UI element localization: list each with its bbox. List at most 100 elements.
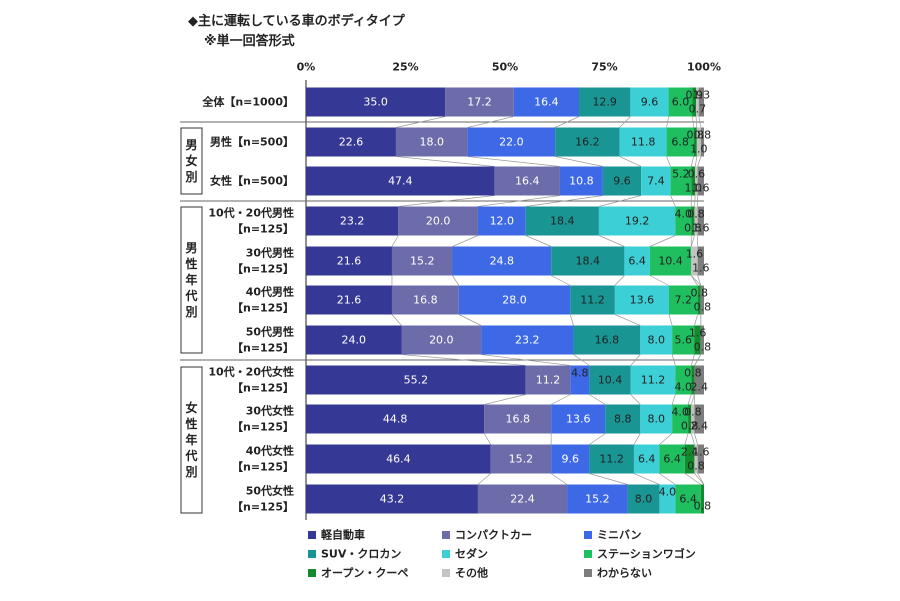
bar-segment [668,87,693,117]
legend-label: ミニバン [597,529,642,542]
data-label: 19.2 [625,215,650,228]
connector-line [569,314,574,326]
bar-segment [401,325,482,355]
data-label: 10.8 [569,175,594,188]
bar-segment [691,166,696,196]
connector-line [391,314,402,326]
legend-swatch [308,569,316,577]
data-label: 11.8 [631,136,656,149]
row-label: 【n=125】 [232,382,294,395]
connector-line [525,235,552,247]
connector-line [619,156,642,167]
data-label: 15.2 [410,255,435,268]
legend-swatch [584,569,592,577]
bar-segment [306,206,399,236]
bar-segment [684,444,695,474]
connector-line [467,156,560,167]
bar-segment [694,206,698,236]
connector-line [555,156,603,167]
data-label: 6.4 [628,255,646,268]
data-label: 0.8 [694,129,712,142]
data-label: 6.4 [638,453,656,466]
bar-segment [551,246,625,276]
connector-line [614,314,641,326]
bar-segment [306,365,526,395]
data-label: 22.4 [510,493,535,506]
data-label: 2.4 [690,420,708,433]
connector-line [684,473,702,485]
x-tick-label: 50% [492,61,518,74]
connector-line [690,235,695,247]
data-label: 11.2 [536,374,561,387]
connector-line [687,394,692,405]
bar-segment [633,444,660,474]
data-label: 0.8 [687,460,705,473]
group-label: 男性年代別 [184,241,197,319]
data-label: 0.8 [684,367,702,380]
bar-segment [306,246,392,276]
row-label: 40代男性 [246,285,294,299]
connector-line [484,433,491,445]
data-label: 0.8 [690,287,708,300]
bar-segment [306,404,485,434]
bar-segment [691,365,695,395]
bar-segment [696,87,699,117]
data-label: 24.0 [342,334,367,347]
bar-segment [306,87,446,117]
connector-line [598,195,642,207]
data-label: 16.8 [595,334,620,347]
row-label: 【n=125】 [232,421,294,434]
legend-label: 軽自動車 [321,528,365,542]
chart-title: ◆主に運転している車のボディタイプ [188,14,405,29]
data-label: 6.0 [672,96,690,109]
bar-segment [567,484,628,514]
data-label: 8.0 [647,334,665,347]
bar-segment [659,444,685,474]
data-label: 18.4 [550,215,575,228]
legend-swatch [442,531,450,539]
legend-swatch [584,531,592,539]
bar-segment [306,444,491,474]
data-label: 12.9 [592,96,617,109]
row-label: 【n=125】 [232,461,294,474]
data-label: 16.8 [413,294,438,307]
bar-segment [691,404,695,434]
bar-segment [614,285,669,315]
data-label: 4.0 [675,208,693,221]
connector-line [630,354,641,366]
row-label: 10代・20代男性 [208,206,294,220]
legend-label: その他 [455,566,488,580]
data-label: 28.0 [502,294,527,307]
data-label: 21.6 [337,294,362,307]
legend-swatch [308,550,316,558]
data-label: 22.0 [499,136,524,149]
bar-segment [619,127,667,157]
data-label: 1.6 [686,248,704,261]
data-label: 0.8 [694,500,712,513]
data-label: 1.0 [690,143,708,156]
bar-segment [589,365,631,395]
connector-line [395,116,446,128]
bar-segment [494,166,560,196]
connector-line [477,473,491,485]
data-label: 18.4 [576,255,601,268]
bar-segment [630,365,676,395]
data-label: 8.0 [635,493,653,506]
data-label: 6.4 [679,493,697,506]
bar-segment [693,127,697,157]
bar-segment [700,484,704,514]
row-label: 【n=125】 [232,263,294,276]
bar-segment [675,484,701,514]
bar-segment [630,87,669,117]
data-label: 0.8 [687,208,705,221]
bar-segment [695,166,698,196]
data-label: 12.0 [490,215,515,228]
connector-line [458,314,482,326]
data-label: 1.6 [689,327,707,340]
connector-line [697,275,702,286]
data-label: 43.2 [380,493,405,506]
data-label: 2.4 [690,381,708,394]
connector-line [697,473,705,485]
connector-line [695,116,698,128]
bar-segment [306,127,396,157]
